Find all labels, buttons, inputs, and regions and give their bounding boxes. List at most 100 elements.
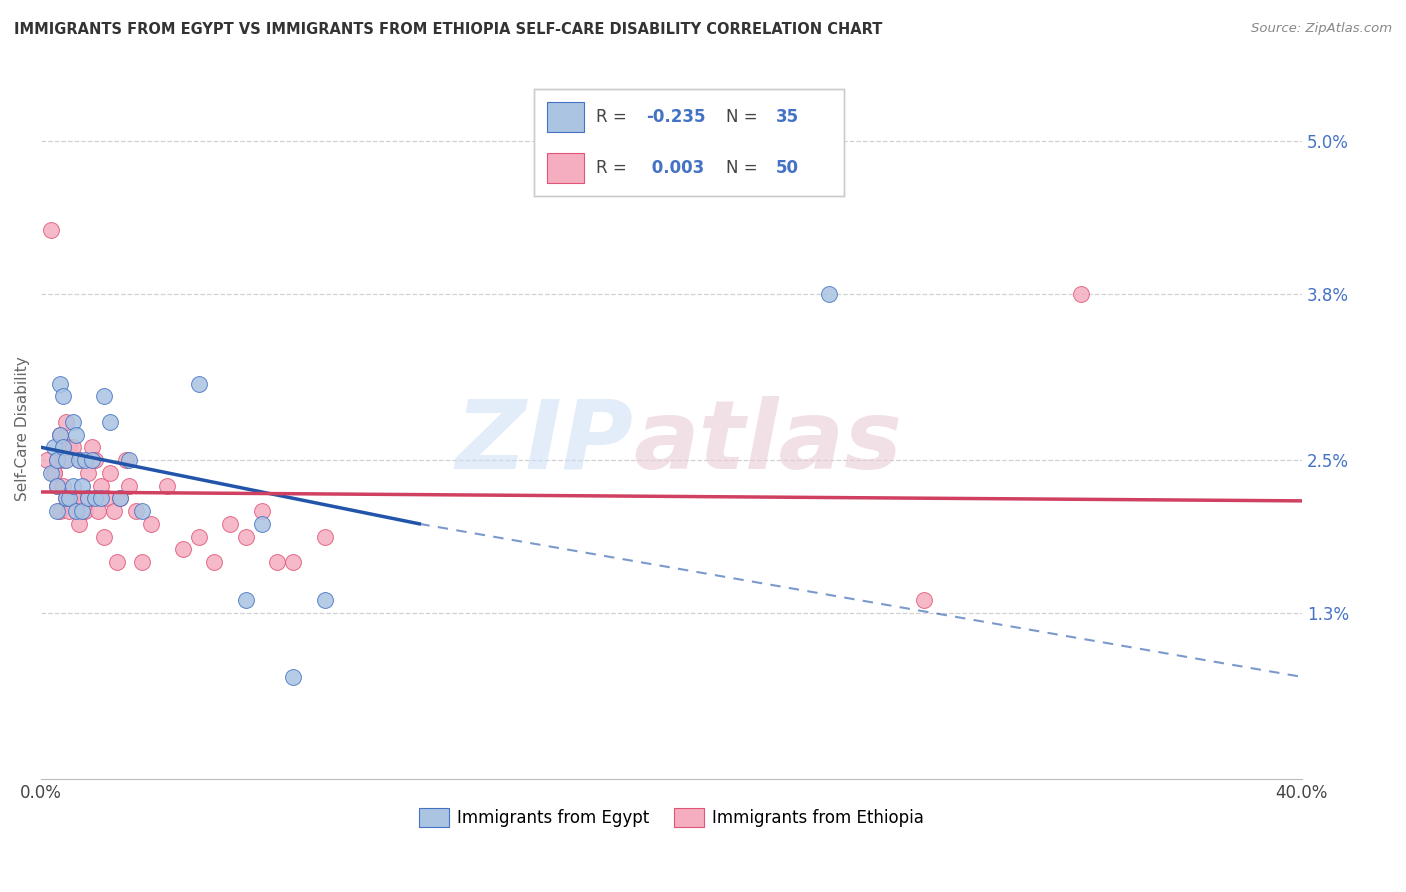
Point: [235, 530, 257, 544]
Point: [45, 453, 67, 467]
Point: [62, 491, 84, 506]
Text: -0.235: -0.235: [645, 108, 706, 126]
Point: [77, 491, 100, 506]
Point: [108, 491, 131, 506]
Point: [62, 478, 84, 492]
Text: atlas: atlas: [634, 396, 903, 489]
Point: [219, 516, 242, 531]
Text: R =: R =: [596, 108, 633, 126]
Point: [108, 491, 131, 506]
Point: [77, 491, 100, 506]
Point: [37, 453, 59, 467]
Point: [67, 453, 90, 467]
Point: [49, 427, 72, 442]
Point: [141, 516, 163, 531]
Text: 50: 50: [776, 160, 799, 178]
Point: [55, 491, 77, 506]
Point: [49, 376, 72, 391]
Text: Source: ZipAtlas.com: Source: ZipAtlas.com: [1251, 22, 1392, 36]
Point: [818, 287, 841, 301]
Point: [83, 453, 105, 467]
Point: [70, 504, 93, 518]
Point: [55, 415, 77, 429]
Point: [55, 491, 77, 506]
Point: [266, 555, 288, 569]
Point: [314, 593, 336, 607]
Point: [156, 478, 179, 492]
Point: [131, 555, 153, 569]
FancyBboxPatch shape: [547, 102, 583, 132]
Point: [90, 491, 112, 506]
Point: [70, 478, 93, 492]
Point: [93, 389, 115, 403]
Point: [42, 466, 65, 480]
Point: [75, 504, 97, 518]
Point: [100, 415, 122, 429]
Point: [42, 466, 65, 480]
Point: [45, 478, 67, 492]
Point: [103, 504, 125, 518]
Point: [118, 453, 141, 467]
Legend: Immigrants from Egypt, Immigrants from Ethiopia: Immigrants from Egypt, Immigrants from E…: [412, 801, 931, 834]
Point: [65, 504, 87, 518]
Text: N =: N =: [725, 108, 763, 126]
Point: [115, 453, 138, 467]
Point: [124, 504, 146, 518]
Point: [87, 504, 110, 518]
Point: [52, 453, 75, 467]
Point: [250, 516, 273, 531]
Point: [131, 504, 153, 518]
Point: [65, 491, 87, 506]
Point: [80, 453, 103, 467]
Point: [67, 516, 90, 531]
Point: [250, 504, 273, 518]
Point: [283, 670, 305, 684]
Point: [100, 466, 122, 480]
Text: IMMIGRANTS FROM EGYPT VS IMMIGRANTS FROM ETHIOPIA SELF-CARE DISABILITY CORRELATI: IMMIGRANTS FROM EGYPT VS IMMIGRANTS FROM…: [14, 22, 883, 37]
Point: [45, 478, 67, 492]
Point: [62, 415, 84, 429]
Point: [49, 504, 72, 518]
Text: ZIP: ZIP: [456, 396, 634, 489]
Point: [52, 440, 75, 454]
Point: [93, 530, 115, 544]
Point: [55, 453, 77, 467]
Text: R =: R =: [596, 160, 633, 178]
Point: [39, 223, 62, 237]
Text: N =: N =: [725, 160, 763, 178]
Point: [52, 389, 75, 403]
Point: [75, 453, 97, 467]
Point: [105, 555, 128, 569]
Point: [235, 593, 257, 607]
Point: [912, 593, 935, 607]
Point: [62, 440, 84, 454]
Point: [58, 491, 80, 506]
Point: [67, 453, 90, 467]
Text: 35: 35: [776, 108, 799, 126]
Point: [172, 542, 194, 557]
Point: [77, 466, 100, 480]
Point: [90, 478, 112, 492]
Y-axis label: Self-Care Disability: Self-Care Disability: [15, 356, 30, 500]
Point: [52, 478, 75, 492]
Point: [118, 478, 141, 492]
FancyBboxPatch shape: [547, 153, 583, 184]
Point: [283, 555, 305, 569]
Point: [80, 440, 103, 454]
Point: [204, 555, 226, 569]
Point: [58, 440, 80, 454]
Point: [187, 530, 209, 544]
Point: [314, 530, 336, 544]
Point: [45, 504, 67, 518]
Point: [45, 453, 67, 467]
Point: [49, 427, 72, 442]
Point: [58, 504, 80, 518]
Point: [96, 491, 118, 506]
Point: [42, 440, 65, 454]
Point: [39, 466, 62, 480]
Point: [187, 376, 209, 391]
Point: [70, 491, 93, 506]
Point: [65, 427, 87, 442]
Text: 0.003: 0.003: [645, 160, 704, 178]
Point: [1070, 287, 1092, 301]
